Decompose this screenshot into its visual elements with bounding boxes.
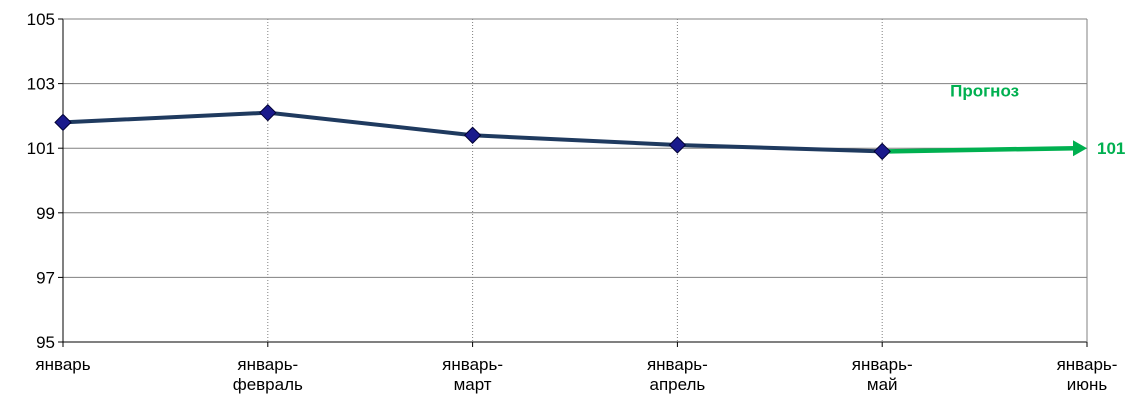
forecast-label: Прогноз <box>950 82 1019 101</box>
x-tick-label: январь-апрель <box>647 355 708 394</box>
data-point <box>668 136 687 154</box>
x-tick-label-line: январь- <box>442 355 503 374</box>
x-tick-labels: январь январь-февральянварь-мартянварь-ап… <box>35 355 1117 394</box>
forecast-arrowhead <box>1073 140 1087 157</box>
forecast: Прогноз 101 <box>882 82 1125 158</box>
x-tick-label-line: январь- <box>647 355 708 374</box>
y-tick-label: 101 <box>27 139 55 158</box>
data-point <box>873 142 891 161</box>
grid <box>63 18 1088 343</box>
y-tick-label: 105 <box>27 10 55 29</box>
y-tick-labels: 95 97 99 101 103 105 <box>27 10 55 352</box>
data-points <box>54 103 891 161</box>
x-tick-label-line: январь <box>35 355 90 374</box>
x-tick-label-line: май <box>867 375 898 394</box>
data-point <box>463 126 482 144</box>
x-tick-label-line: апрель <box>650 375 706 394</box>
y-tick-label: 95 <box>36 333 55 352</box>
x-tick-label-line: март <box>454 375 492 394</box>
y-tick-label: 99 <box>36 204 55 223</box>
x-tick-label-line: январь- <box>852 355 913 374</box>
x-tick-label: январь-май <box>852 355 913 394</box>
x-tick-label-line: июнь <box>1067 375 1108 394</box>
x-tick-label-line: февраль <box>233 375 303 394</box>
y-tick-label: 103 <box>27 75 55 94</box>
x-tick-label: январь <box>35 355 90 374</box>
y-tick-label: 97 <box>36 268 55 287</box>
x-tick-label-line: январь- <box>237 355 298 374</box>
data-point <box>259 103 277 122</box>
data-point <box>54 113 72 132</box>
x-tick-label: январь-март <box>442 355 503 394</box>
forecast-line <box>882 145 1076 154</box>
x-tick-label-line: январь- <box>1057 355 1118 374</box>
x-tick-label: январь-февраль <box>233 355 303 394</box>
axes <box>58 18 1088 347</box>
x-tick-label: январь-июнь <box>1057 355 1118 394</box>
forecast-value-label: 101 <box>1097 139 1125 158</box>
